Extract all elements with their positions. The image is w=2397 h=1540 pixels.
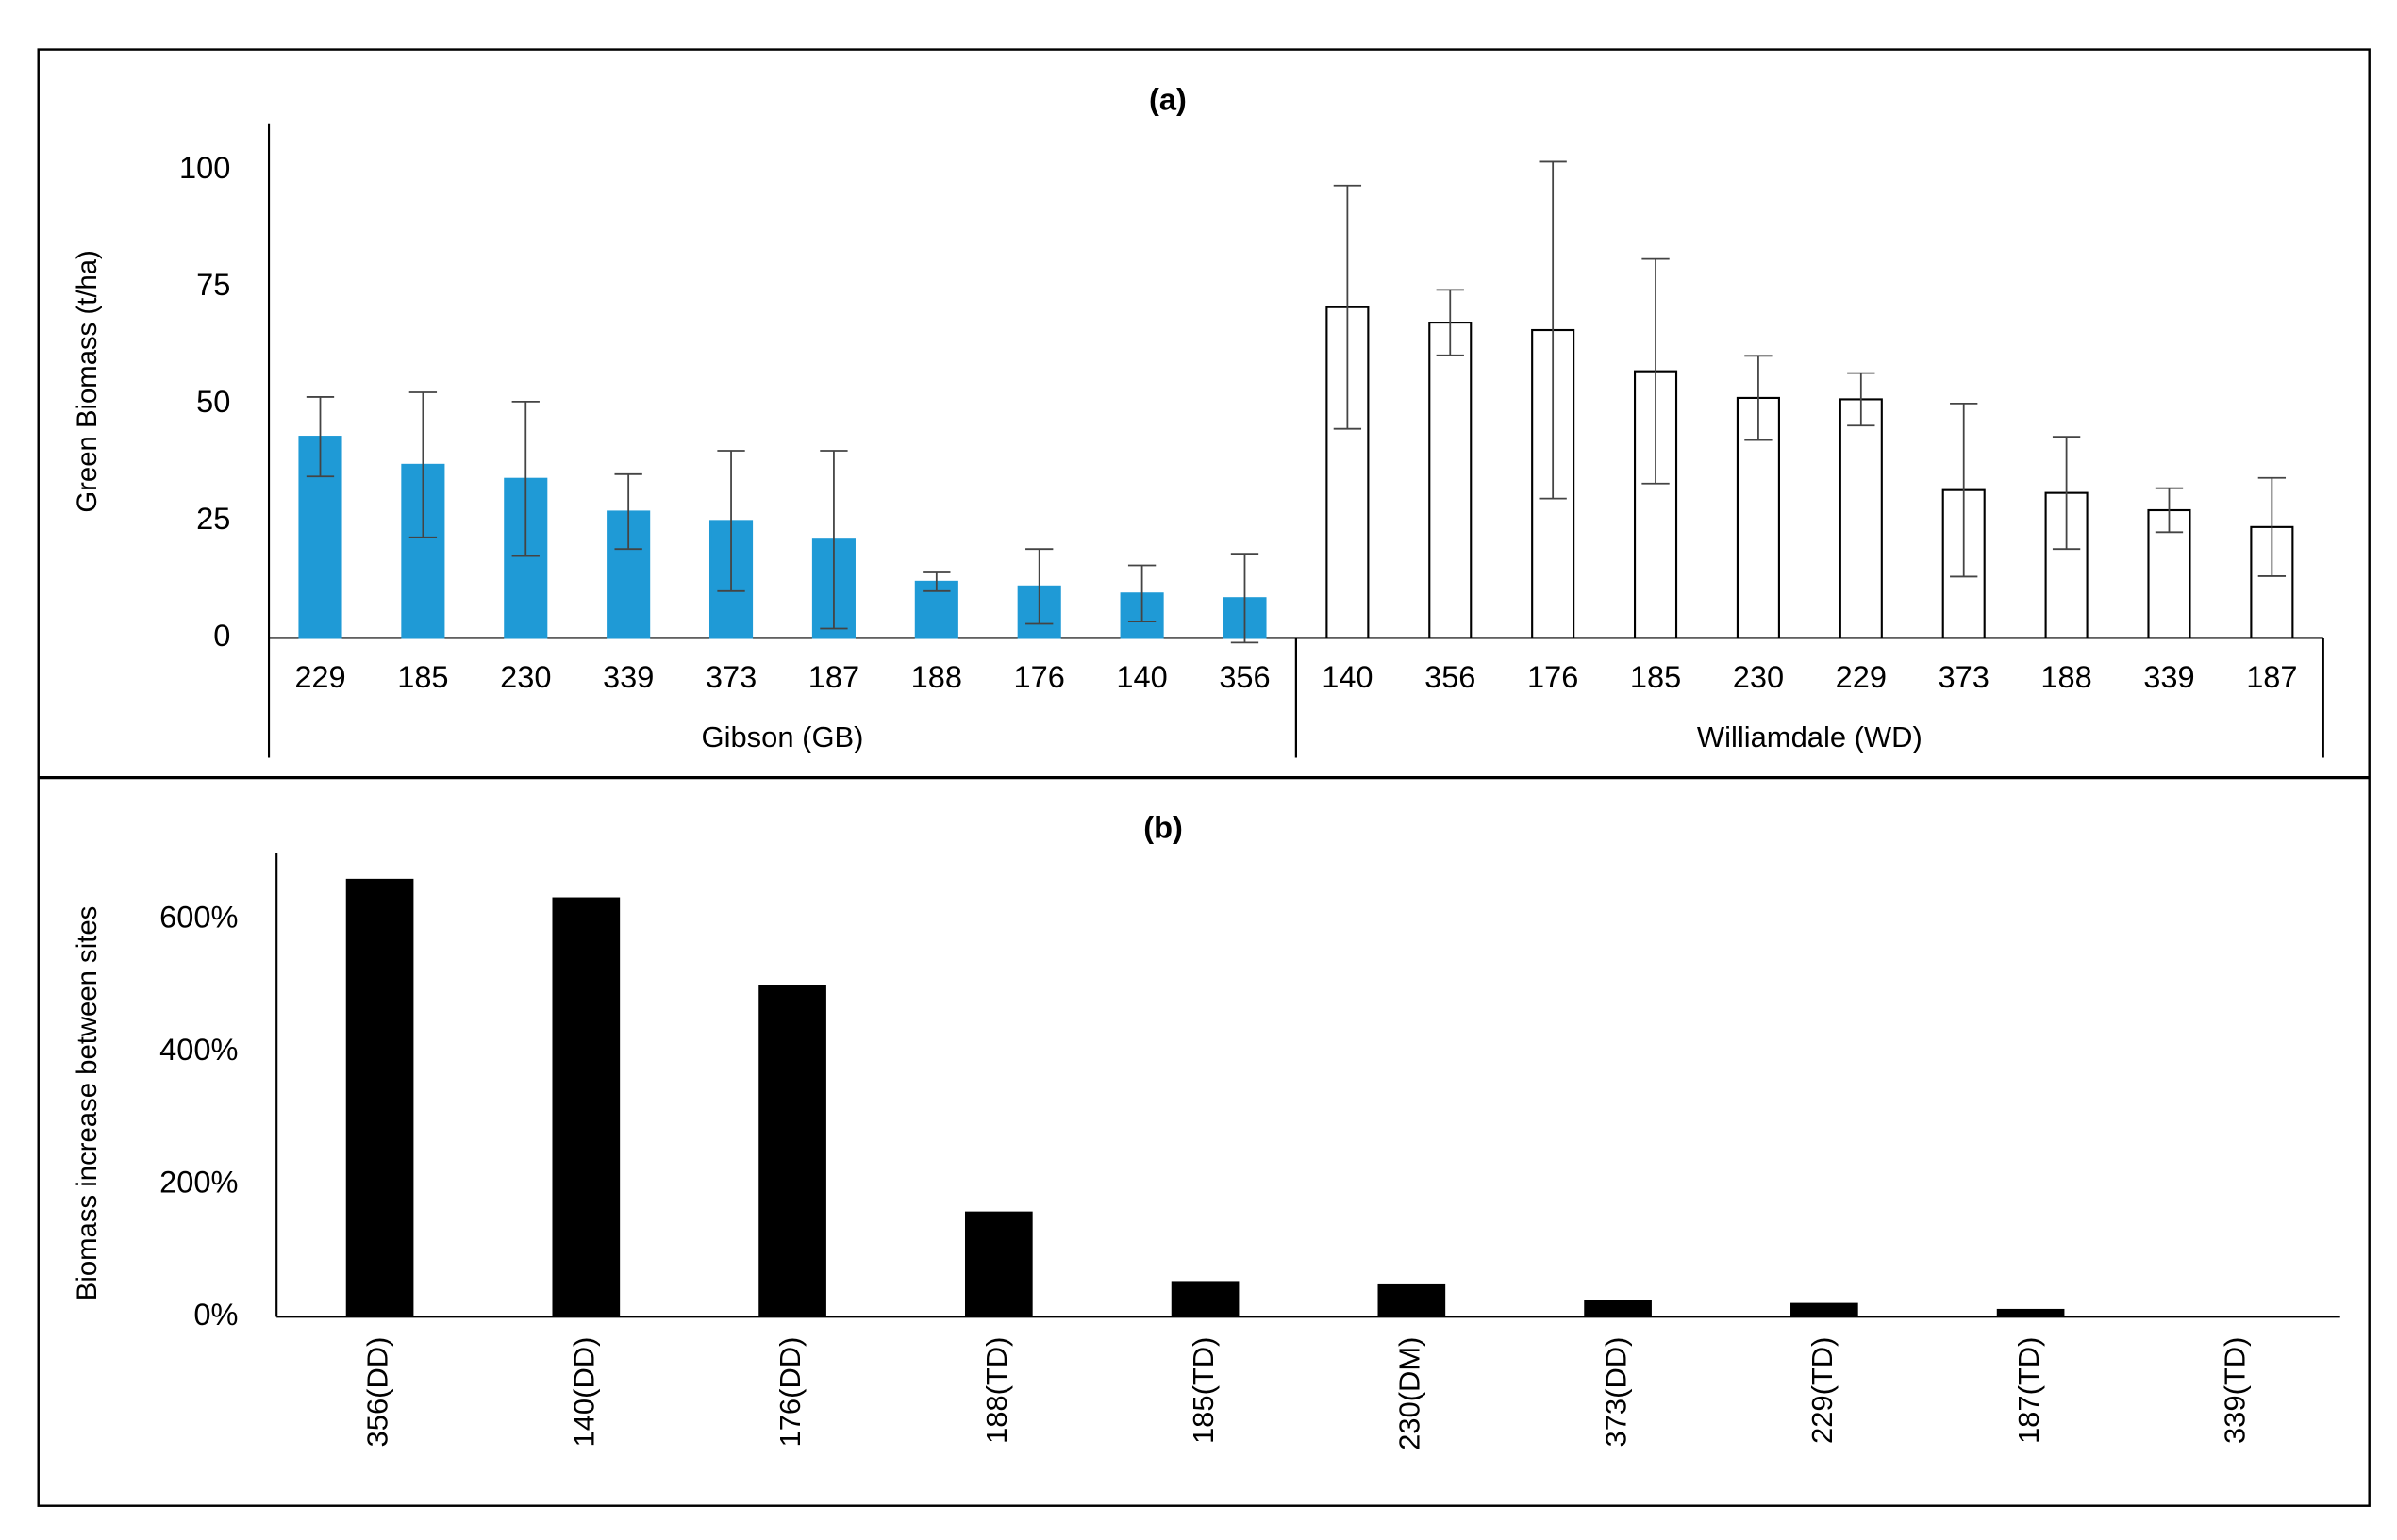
y-axis-label: Biomass increase between sites — [72, 906, 103, 1301]
error-bar — [1230, 553, 1259, 644]
x-tick-label: 373 — [1939, 660, 1989, 694]
x-tick-label: 339 — [2143, 660, 2194, 694]
bar — [1377, 1283, 1446, 1317]
bar — [1171, 1281, 1240, 1317]
error-bar — [1333, 184, 1362, 430]
x-tick-label: 176 — [1014, 660, 1065, 694]
x-tick-label: 188 — [911, 660, 962, 694]
x-tick-label: 230(DM) — [1393, 1337, 1426, 1450]
chart-title: (b) — [1143, 811, 1183, 845]
x-tick-label: 339(TD) — [2219, 1337, 2252, 1444]
x-tick-label: 356 — [1424, 660, 1475, 694]
x-tick-label: 188(TD) — [980, 1337, 1013, 1444]
x-tick-label: 185(TD) — [1187, 1337, 1220, 1444]
x-tick-label: 185 — [397, 660, 448, 694]
x-tick-label: 140 — [1322, 660, 1373, 694]
bar — [552, 897, 621, 1317]
x-tick-label: 373 — [706, 660, 757, 694]
x-tick-label: 229 — [1836, 660, 1887, 694]
bar — [1996, 1308, 2065, 1317]
group-label: Gibson (GB) — [702, 720, 864, 753]
x-tick-label: 230 — [500, 660, 551, 694]
error-bar — [2052, 436, 2081, 551]
y-tick-label: 25 — [196, 502, 230, 536]
x-tick-label: 356 — [1219, 660, 1270, 694]
group-label: Williamdale (WD) — [1697, 720, 1923, 753]
x-tick-label: 185 — [1630, 660, 1681, 694]
error-bar — [1127, 564, 1157, 622]
x-tick-label: 140(DD) — [567, 1337, 600, 1448]
x-tick-label: 356(DD) — [361, 1337, 394, 1448]
x-tick-label: 187 — [808, 660, 859, 694]
chart-title: (a) — [1149, 83, 1187, 117]
bar — [345, 878, 414, 1317]
error-bar — [1539, 160, 1567, 500]
bar — [758, 985, 826, 1317]
error-bar — [923, 571, 951, 592]
y-tick-label: 100 — [179, 151, 230, 185]
y-tick-label: 400% — [159, 1033, 238, 1067]
x-tick-label: 373(DD) — [1599, 1337, 1632, 1448]
error-bar — [1025, 548, 1054, 625]
bar — [1790, 1302, 1858, 1317]
x-tick-label: 187(TD) — [2012, 1337, 2045, 1444]
error-bar — [717, 450, 745, 592]
bar — [1839, 398, 1883, 639]
x-tick-label: 187 — [2246, 660, 2297, 694]
bar — [1584, 1300, 1652, 1317]
error-bar — [408, 391, 438, 538]
error-bar — [1744, 355, 1773, 441]
error-bar — [1436, 289, 1464, 356]
y-tick-label: 200% — [159, 1165, 238, 1199]
error-bar — [2257, 476, 2287, 577]
y-tick-label: 600% — [159, 900, 238, 934]
error-bar — [1847, 372, 1875, 427]
y-tick-label: 0 — [213, 619, 230, 653]
x-tick-label: 229(TD) — [1806, 1337, 1839, 1444]
x-tick-label: 140 — [1116, 660, 1167, 694]
x-tick-label: 339 — [603, 660, 654, 694]
x-tick-label: 176 — [1527, 660, 1578, 694]
error-bar — [511, 401, 540, 557]
error-bar — [614, 472, 642, 551]
x-tick-label: 188 — [2040, 660, 2091, 694]
bar — [1428, 322, 1473, 639]
y-tick-label: 0% — [193, 1298, 238, 1332]
error-bar — [820, 450, 848, 630]
error-bar — [1641, 257, 1670, 485]
y-tick-label: 50 — [196, 385, 230, 419]
y-axis-label: Green Biomass (t/ha) — [72, 250, 103, 512]
error-bar — [306, 396, 335, 478]
x-tick-label: 230 — [1733, 660, 1784, 694]
y-tick-label: 75 — [196, 268, 230, 302]
x-tick-label: 229 — [294, 660, 345, 694]
error-bar — [2155, 487, 2184, 534]
x-tick-label: 176(DD) — [774, 1337, 807, 1448]
error-bar — [1950, 402, 1978, 578]
bar — [964, 1211, 1033, 1317]
